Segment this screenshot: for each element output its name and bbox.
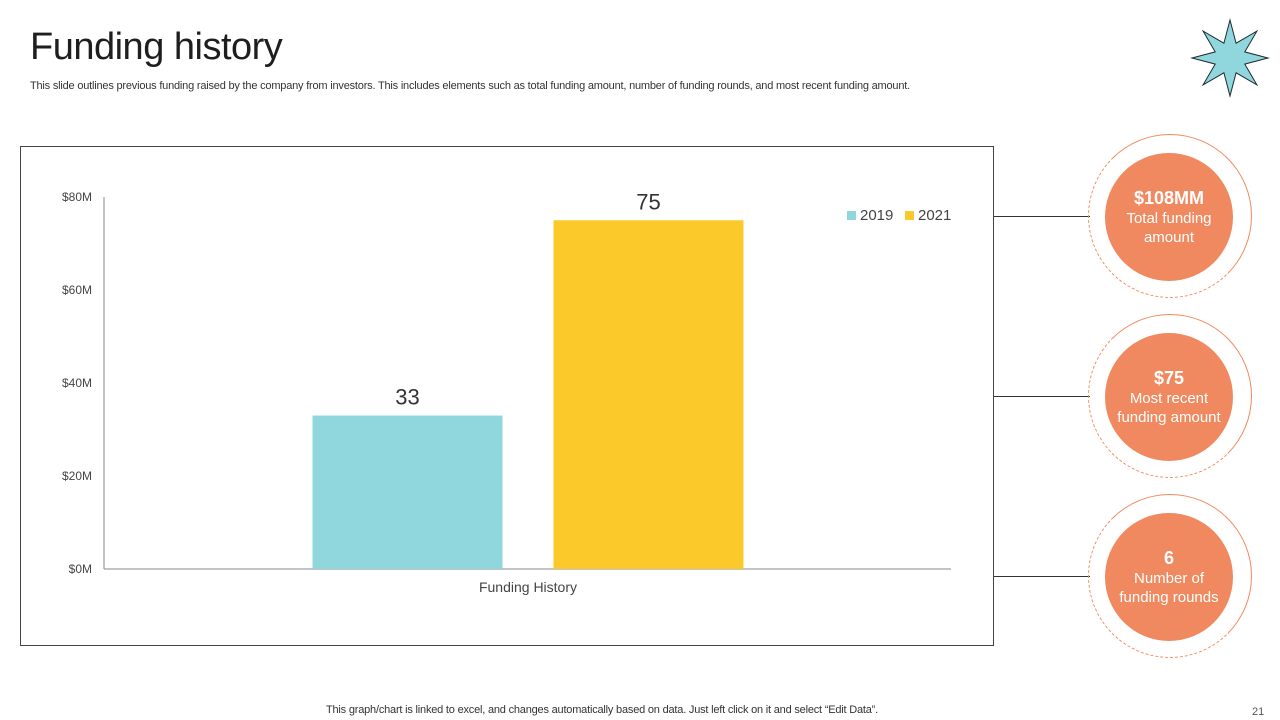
stat-ring xyxy=(1088,134,1252,298)
connector-line-2 xyxy=(994,396,1090,397)
page-number: 21 xyxy=(1252,706,1265,718)
connector-line-3 xyxy=(994,576,1090,577)
y-tick-label: $20M xyxy=(62,469,92,483)
chart-container[interactable]: $0M $20M $40M $60M $80M 33 75 Funding History 20… xyxy=(20,146,994,646)
stat-circle: 6 Number of funding rounds xyxy=(1105,513,1233,641)
stat-value: 6 xyxy=(1163,548,1174,568)
stat-value: $108MM xyxy=(1133,188,1205,208)
stat-recent-funding: $75 Most recent funding amount xyxy=(1088,314,1252,478)
bar-2021 xyxy=(553,220,744,569)
stat-value: $75 xyxy=(1153,368,1185,388)
y-tick-label: $0M xyxy=(69,562,92,576)
stat-circle: $75 Most recent funding amount xyxy=(1105,333,1233,461)
x-category-label: Funding History xyxy=(479,579,577,595)
star-icon xyxy=(1190,18,1270,98)
stat-circle: $108MM Total funding amount xyxy=(1105,153,1233,281)
stat-funding-rounds: 6 Number of funding rounds xyxy=(1088,494,1252,658)
legend-swatch-2021 xyxy=(905,211,914,220)
bar-2019 xyxy=(312,415,503,569)
stat-ring xyxy=(1088,314,1252,478)
footer-note: This graph/chart is linked to excel, and… xyxy=(326,704,878,716)
stat-label: Number of funding rounds xyxy=(1119,570,1219,606)
stat-ring xyxy=(1088,494,1252,658)
funding-bar-chart: $0M $20M $40M $60M $80M 33 75 Funding History 20… xyxy=(62,189,951,595)
stat-total-funding: $108MM Total funding amount xyxy=(1088,134,1252,298)
connector-line-1 xyxy=(994,216,1090,217)
y-tick-label: $60M xyxy=(62,283,92,297)
slide-subtitle: This slide outlines previous funding rai… xyxy=(30,80,910,92)
slide-title: Funding history xyxy=(30,26,283,68)
data-label-2021: 75 xyxy=(636,189,660,214)
stat-label: Most recent funding amount xyxy=(1117,390,1221,426)
stat-label: Total funding amount xyxy=(1126,210,1212,246)
legend-swatch-2019 xyxy=(847,211,856,220)
y-tick-label: $80M xyxy=(62,190,92,204)
data-label-2019: 33 xyxy=(395,385,419,410)
y-tick-label: $40M xyxy=(62,376,92,390)
legend-label-2019: 2019 xyxy=(860,207,893,224)
legend-label-2021: 2021 xyxy=(918,207,951,224)
